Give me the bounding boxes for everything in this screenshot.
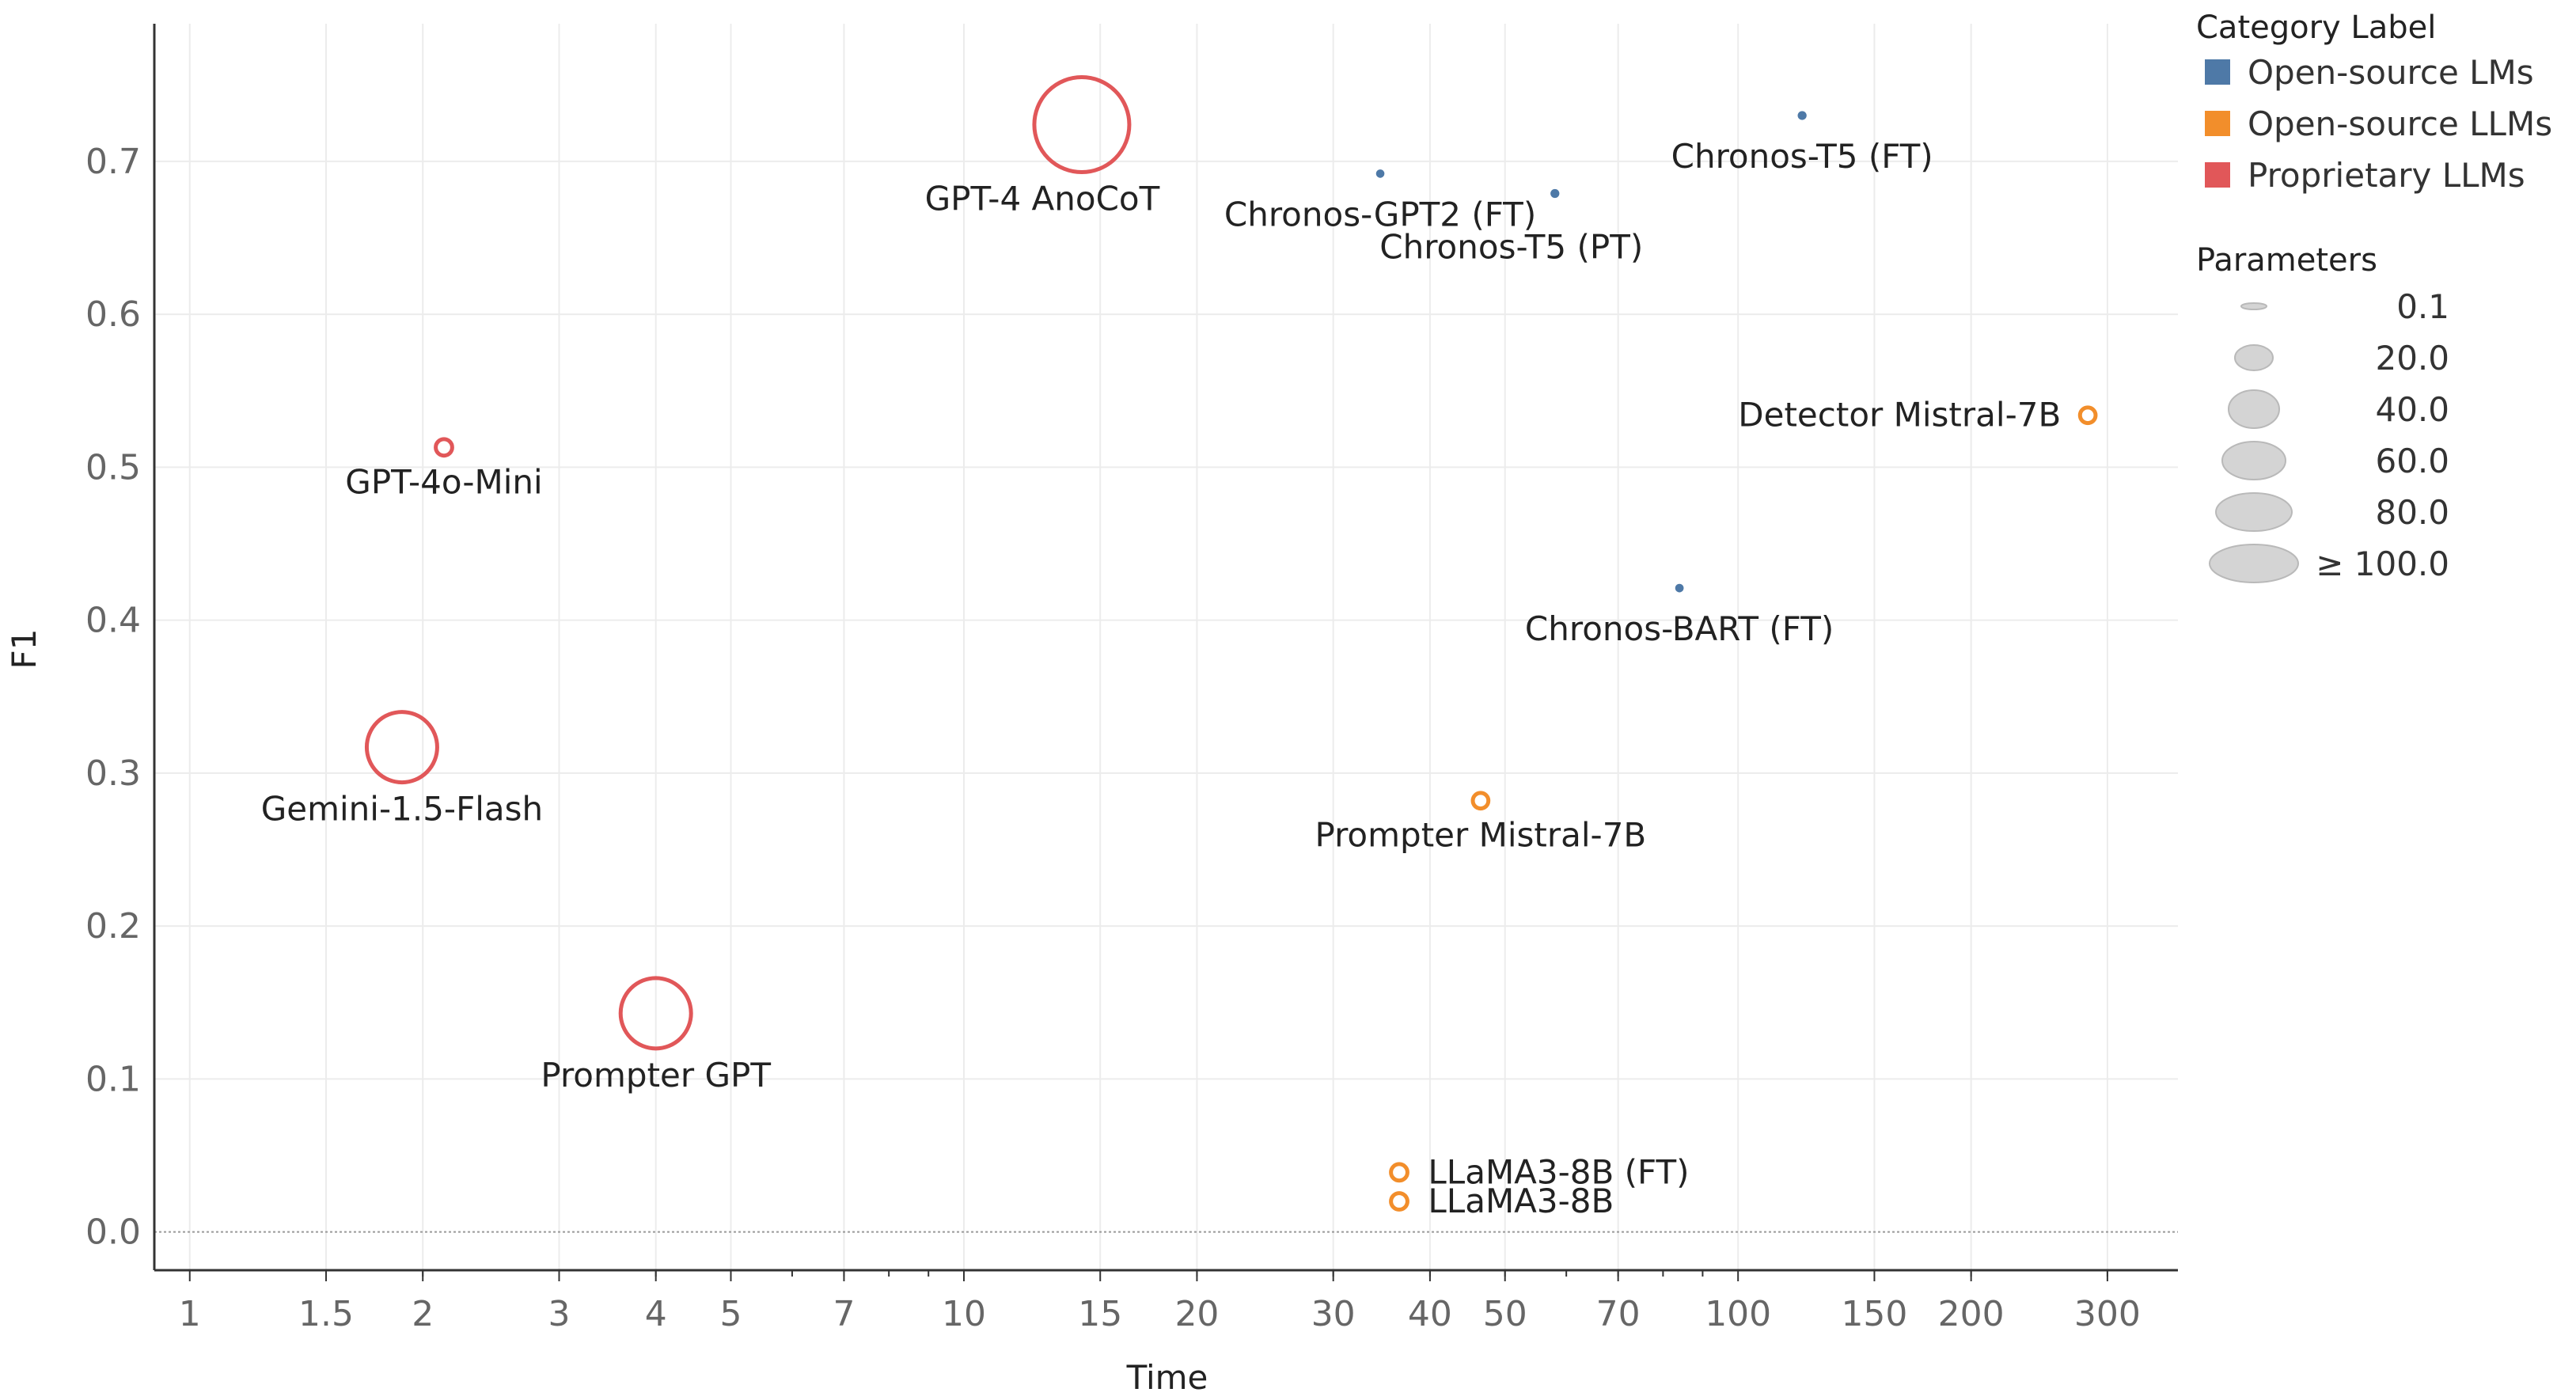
- bubble-point: [434, 437, 454, 458]
- bubble-point: [1389, 1191, 1409, 1212]
- x-tick-label: 70: [1596, 1294, 1641, 1334]
- gridlines: [154, 24, 2178, 1270]
- bubble-point: [1796, 109, 1808, 122]
- y-tick-label: 0.1: [85, 1059, 141, 1099]
- legend-size-marker: [2228, 389, 2280, 429]
- bubble-point: [1375, 168, 1386, 180]
- bubble-point: [2077, 405, 2098, 426]
- axes: [153, 24, 2178, 1272]
- bubble-point: [1032, 75, 1132, 175]
- bubble-point: [1674, 582, 1685, 594]
- y-axis-title: F1: [5, 629, 44, 670]
- legend-color-title: Category Label: [2196, 9, 2436, 46]
- legend-size-title: Parameters: [2196, 242, 2377, 279]
- legend-size-marker: [2234, 344, 2274, 371]
- point-label: LLaMA3-8B: [1428, 1182, 1614, 1220]
- point-label: Detector Mistral-7B: [1738, 396, 2061, 434]
- point-label: Gemini-1.5-Flash: [261, 790, 543, 829]
- point-label: Chronos-T5 (PT): [1379, 228, 1643, 267]
- legend-color-swatch: [2205, 162, 2230, 188]
- legend: Category Label Open-source LMsOpen-sourc…: [2196, 9, 2552, 583]
- point-label: Prompter GPT: [541, 1056, 771, 1095]
- x-tick-label: 10: [942, 1294, 986, 1334]
- legend-size-marker: [2240, 302, 2268, 311]
- legend-size-label: ≥ 100.0: [2316, 544, 2449, 583]
- x-tick-label: 7: [833, 1294, 855, 1334]
- bubble-point: [364, 710, 439, 785]
- y-tick-label: 0.4: [85, 601, 141, 641]
- y-tick-label: 0.0: [85, 1212, 141, 1253]
- legend-color-entries: Open-source LMs Open-source LLMs Proprieta…: [2205, 53, 2552, 195]
- legend-size-marker: [2215, 492, 2293, 532]
- x-tick-label: 5: [719, 1294, 742, 1334]
- legend-size-label: 0.1: [2396, 287, 2449, 326]
- y-tick-label: 0.6: [85, 294, 141, 335]
- bubble-point: [1549, 188, 1561, 199]
- legend-size-label: 60.0: [2375, 442, 2449, 480]
- legend-size-label: 80.0: [2375, 493, 2449, 532]
- x-tick-label: 15: [1078, 1294, 1122, 1334]
- point-label: GPT-4 AnoCoT: [925, 180, 1160, 218]
- point-label: Chronos-T5 (FT): [1671, 137, 1933, 176]
- legend-color-swatch: [2205, 59, 2230, 85]
- y-axis-ticks: 0.0 0.1 0.2 0.3 0.4 0.5 0.6 0.7: [85, 142, 141, 1253]
- x-tick-label: 50: [1483, 1294, 1527, 1334]
- bubble-point: [618, 976, 693, 1051]
- legend-color-label: Open-source LLMs: [2248, 104, 2552, 143]
- x-tick-label: 300: [2074, 1294, 2141, 1334]
- legend-color-swatch: [2205, 111, 2230, 136]
- point-label: LLaMA3-8B (FT): [1428, 1152, 1689, 1191]
- x-tick-label: 30: [1311, 1294, 1356, 1334]
- x-axis-ticks: 1 1.5 2 3 4 5 7 10 15 20 30 40 50 70 100 150 200 300: [179, 1270, 2141, 1334]
- legend-color-label: Proprietary LLMs: [2248, 156, 2525, 195]
- x-tick-label: 100: [1705, 1294, 1771, 1334]
- point-label: Chronos-BART (FT): [1525, 609, 1834, 648]
- y-tick-label: 0.5: [85, 447, 141, 488]
- x-tick-label: 40: [1408, 1294, 1452, 1334]
- y-tick-label: 0.2: [85, 906, 141, 947]
- x-tick-label: 3: [548, 1294, 570, 1334]
- legend-size-label: 20.0: [2375, 339, 2449, 378]
- point-label: Chronos-GPT2 (FT): [1224, 195, 1536, 233]
- legend-size-entries: 0.1 20.0 40.0 60.0 80.0 ≥ 100.0: [2209, 287, 2449, 583]
- y-tick-label: 0.3: [85, 753, 141, 794]
- x-tick-label: 2: [412, 1294, 434, 1334]
- x-tick-label: 150: [1841, 1294, 1907, 1334]
- bubble-point: [1389, 1162, 1409, 1183]
- x-tick-label: 1: [179, 1294, 201, 1334]
- x-tick-label: 4: [645, 1294, 667, 1334]
- y-tick-label: 0.7: [85, 142, 141, 182]
- bubble-point: [1470, 791, 1491, 811]
- legend-size-label: 40.0: [2375, 390, 2449, 429]
- legend-size-marker: [2221, 441, 2286, 480]
- data-labels: GPT-4 AnoCoT Chronos-GPT2 (FT)Chronos-T5 …: [261, 137, 2062, 1220]
- x-tick-label: 20: [1174, 1294, 1219, 1334]
- legend-color-label: Open-source LMs: [2248, 53, 2534, 92]
- data-points: [364, 75, 2098, 1212]
- x-axis-title: Time: [1126, 1358, 1208, 1397]
- legend-size-marker: [2209, 544, 2299, 583]
- x-tick-label: 1.5: [298, 1294, 354, 1334]
- point-label: GPT-4o-Mini: [345, 463, 542, 502]
- x-tick-label: 200: [1938, 1294, 2005, 1334]
- point-label: Prompter Mistral-7B: [1315, 816, 1647, 855]
